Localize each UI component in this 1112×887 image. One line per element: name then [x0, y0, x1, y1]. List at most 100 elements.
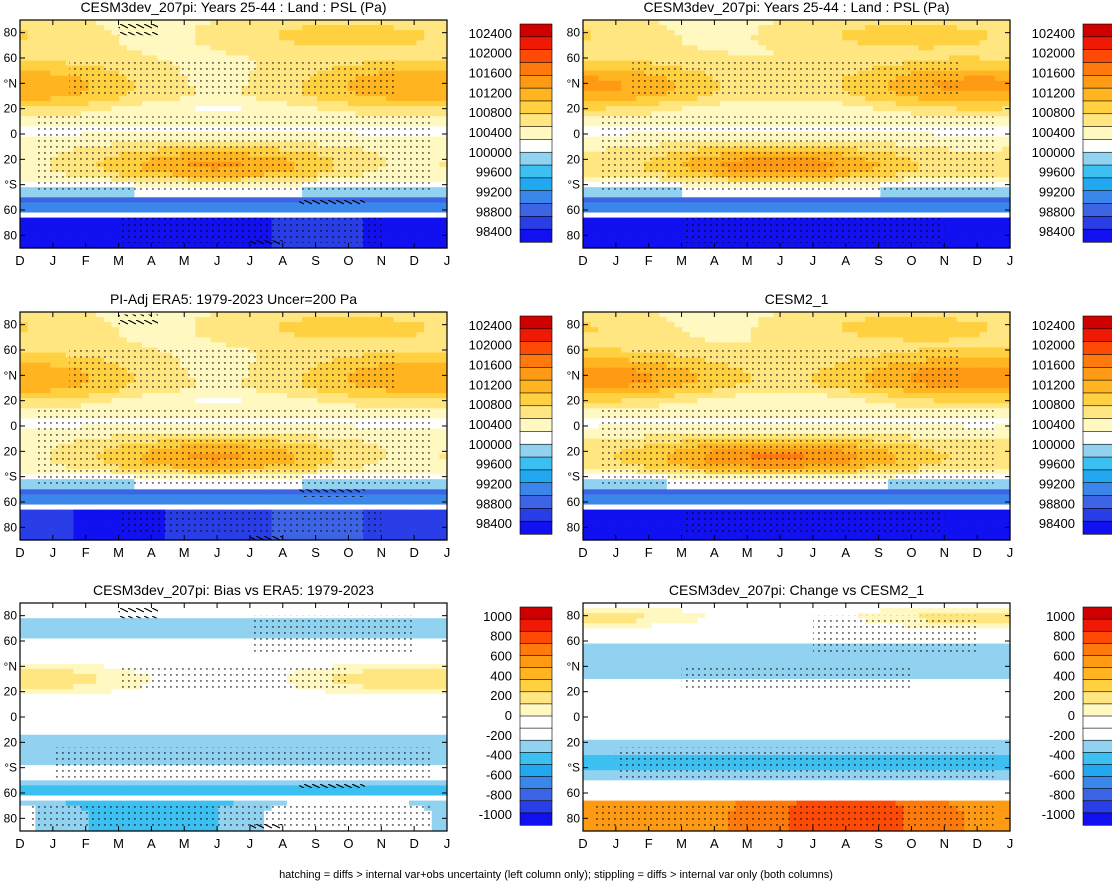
heat-cell — [157, 242, 166, 249]
heat-cell — [157, 106, 166, 112]
heat-cell — [50, 101, 59, 107]
heat-cell — [81, 242, 90, 249]
y-tick-label: 20 — [4, 152, 18, 166]
heat-cell — [103, 101, 113, 107]
heat-cell — [613, 25, 622, 31]
heat-cell — [720, 40, 729, 46]
heat-cell — [96, 222, 105, 229]
heat-cell — [439, 146, 448, 153]
heat-cell — [956, 30, 965, 36]
heat-cell — [20, 70, 29, 77]
heat-cell — [796, 212, 805, 219]
heat-cell — [65, 30, 74, 36]
heat-cell — [666, 192, 676, 198]
heat-cell — [126, 96, 135, 102]
heat-cell — [355, 30, 364, 36]
heat-cell — [697, 45, 706, 51]
heat-cell — [103, 50, 113, 57]
colorbar-label: 100000 — [469, 145, 512, 160]
heat-cell — [644, 45, 653, 51]
heat-cell — [164, 20, 174, 26]
heat-cell — [628, 232, 637, 239]
heat-cell — [27, 182, 36, 188]
heat-cell — [386, 217, 395, 224]
heat-cell — [256, 50, 265, 57]
heat-cell — [994, 182, 1003, 188]
heat-cell — [294, 111, 303, 117]
heat-cell — [210, 207, 219, 214]
heat-cell — [705, 20, 714, 26]
heat-cell — [401, 45, 410, 51]
heat-cell — [697, 40, 706, 46]
heat-cell — [401, 217, 410, 224]
heat-cell — [88, 212, 97, 219]
heat-cell — [96, 20, 105, 26]
colorbar-bin — [519, 23, 553, 38]
heat-cell — [233, 212, 242, 219]
heat-cell — [590, 227, 599, 234]
heat-cell — [96, 50, 105, 57]
heat-cell — [27, 237, 36, 244]
heat-cell — [727, 30, 737, 36]
heat-cell — [659, 45, 668, 51]
heat-cell — [804, 111, 813, 117]
heat-cell — [439, 50, 448, 57]
heat-cell — [225, 35, 235, 41]
heat-cell — [834, 192, 843, 198]
heat-cell — [340, 242, 349, 249]
heat-cell — [605, 212, 615, 219]
panel-1: CESM3dev_207pi: Years 25-44 : Land : PSL… — [4, 0, 553, 268]
heat-cell — [309, 96, 318, 102]
heat-cell — [727, 111, 737, 117]
heat-cell — [697, 25, 706, 31]
heat-cell — [370, 101, 379, 107]
heat-cell — [865, 212, 874, 219]
heat-cell — [598, 40, 607, 46]
heat-cell — [73, 197, 82, 203]
heat-cell — [126, 35, 135, 41]
heat-cell — [149, 35, 158, 41]
heat-cell — [241, 111, 250, 117]
heat-cell — [340, 35, 349, 41]
heat-cell — [590, 197, 599, 203]
heat-cell — [401, 242, 410, 249]
heat-cell — [590, 45, 599, 51]
heat-cell — [73, 111, 82, 117]
heat-cell — [332, 192, 341, 198]
heat-cell — [35, 227, 44, 234]
heat-cell — [888, 25, 897, 31]
heat-cell — [583, 25, 592, 31]
heat-cell — [644, 217, 653, 224]
heat-cell — [431, 197, 440, 203]
heat-cell — [58, 192, 67, 198]
heat-cell — [81, 237, 90, 244]
heat-cell — [872, 50, 881, 57]
heat-cell — [849, 197, 859, 203]
heat-cell — [416, 30, 425, 36]
heat-cell — [172, 202, 181, 209]
heat-cell — [164, 207, 174, 214]
heat-cell — [659, 197, 668, 203]
heat-cell — [27, 126, 36, 133]
heat-cell — [1002, 20, 1011, 26]
heat-cell — [773, 96, 782, 102]
heat-cell — [888, 45, 897, 51]
heat-cell — [933, 45, 942, 51]
heat-cell — [126, 242, 135, 249]
heat-cell — [949, 45, 958, 51]
heat-cell — [439, 60, 448, 67]
heat-cell — [317, 40, 326, 46]
heat-cell — [416, 70, 425, 77]
heat-cell — [910, 20, 920, 26]
heat-cell — [58, 207, 67, 214]
heat-cell — [210, 192, 219, 198]
heat-cell — [766, 197, 775, 203]
heat-cell — [590, 35, 599, 41]
heat-cell — [126, 197, 135, 203]
heat-cell — [149, 212, 158, 219]
heat-cell — [605, 101, 615, 107]
heat-cell — [225, 50, 235, 57]
heat-cell — [880, 25, 889, 31]
heat-cell — [865, 96, 874, 102]
colorbar-bin — [519, 164, 553, 179]
